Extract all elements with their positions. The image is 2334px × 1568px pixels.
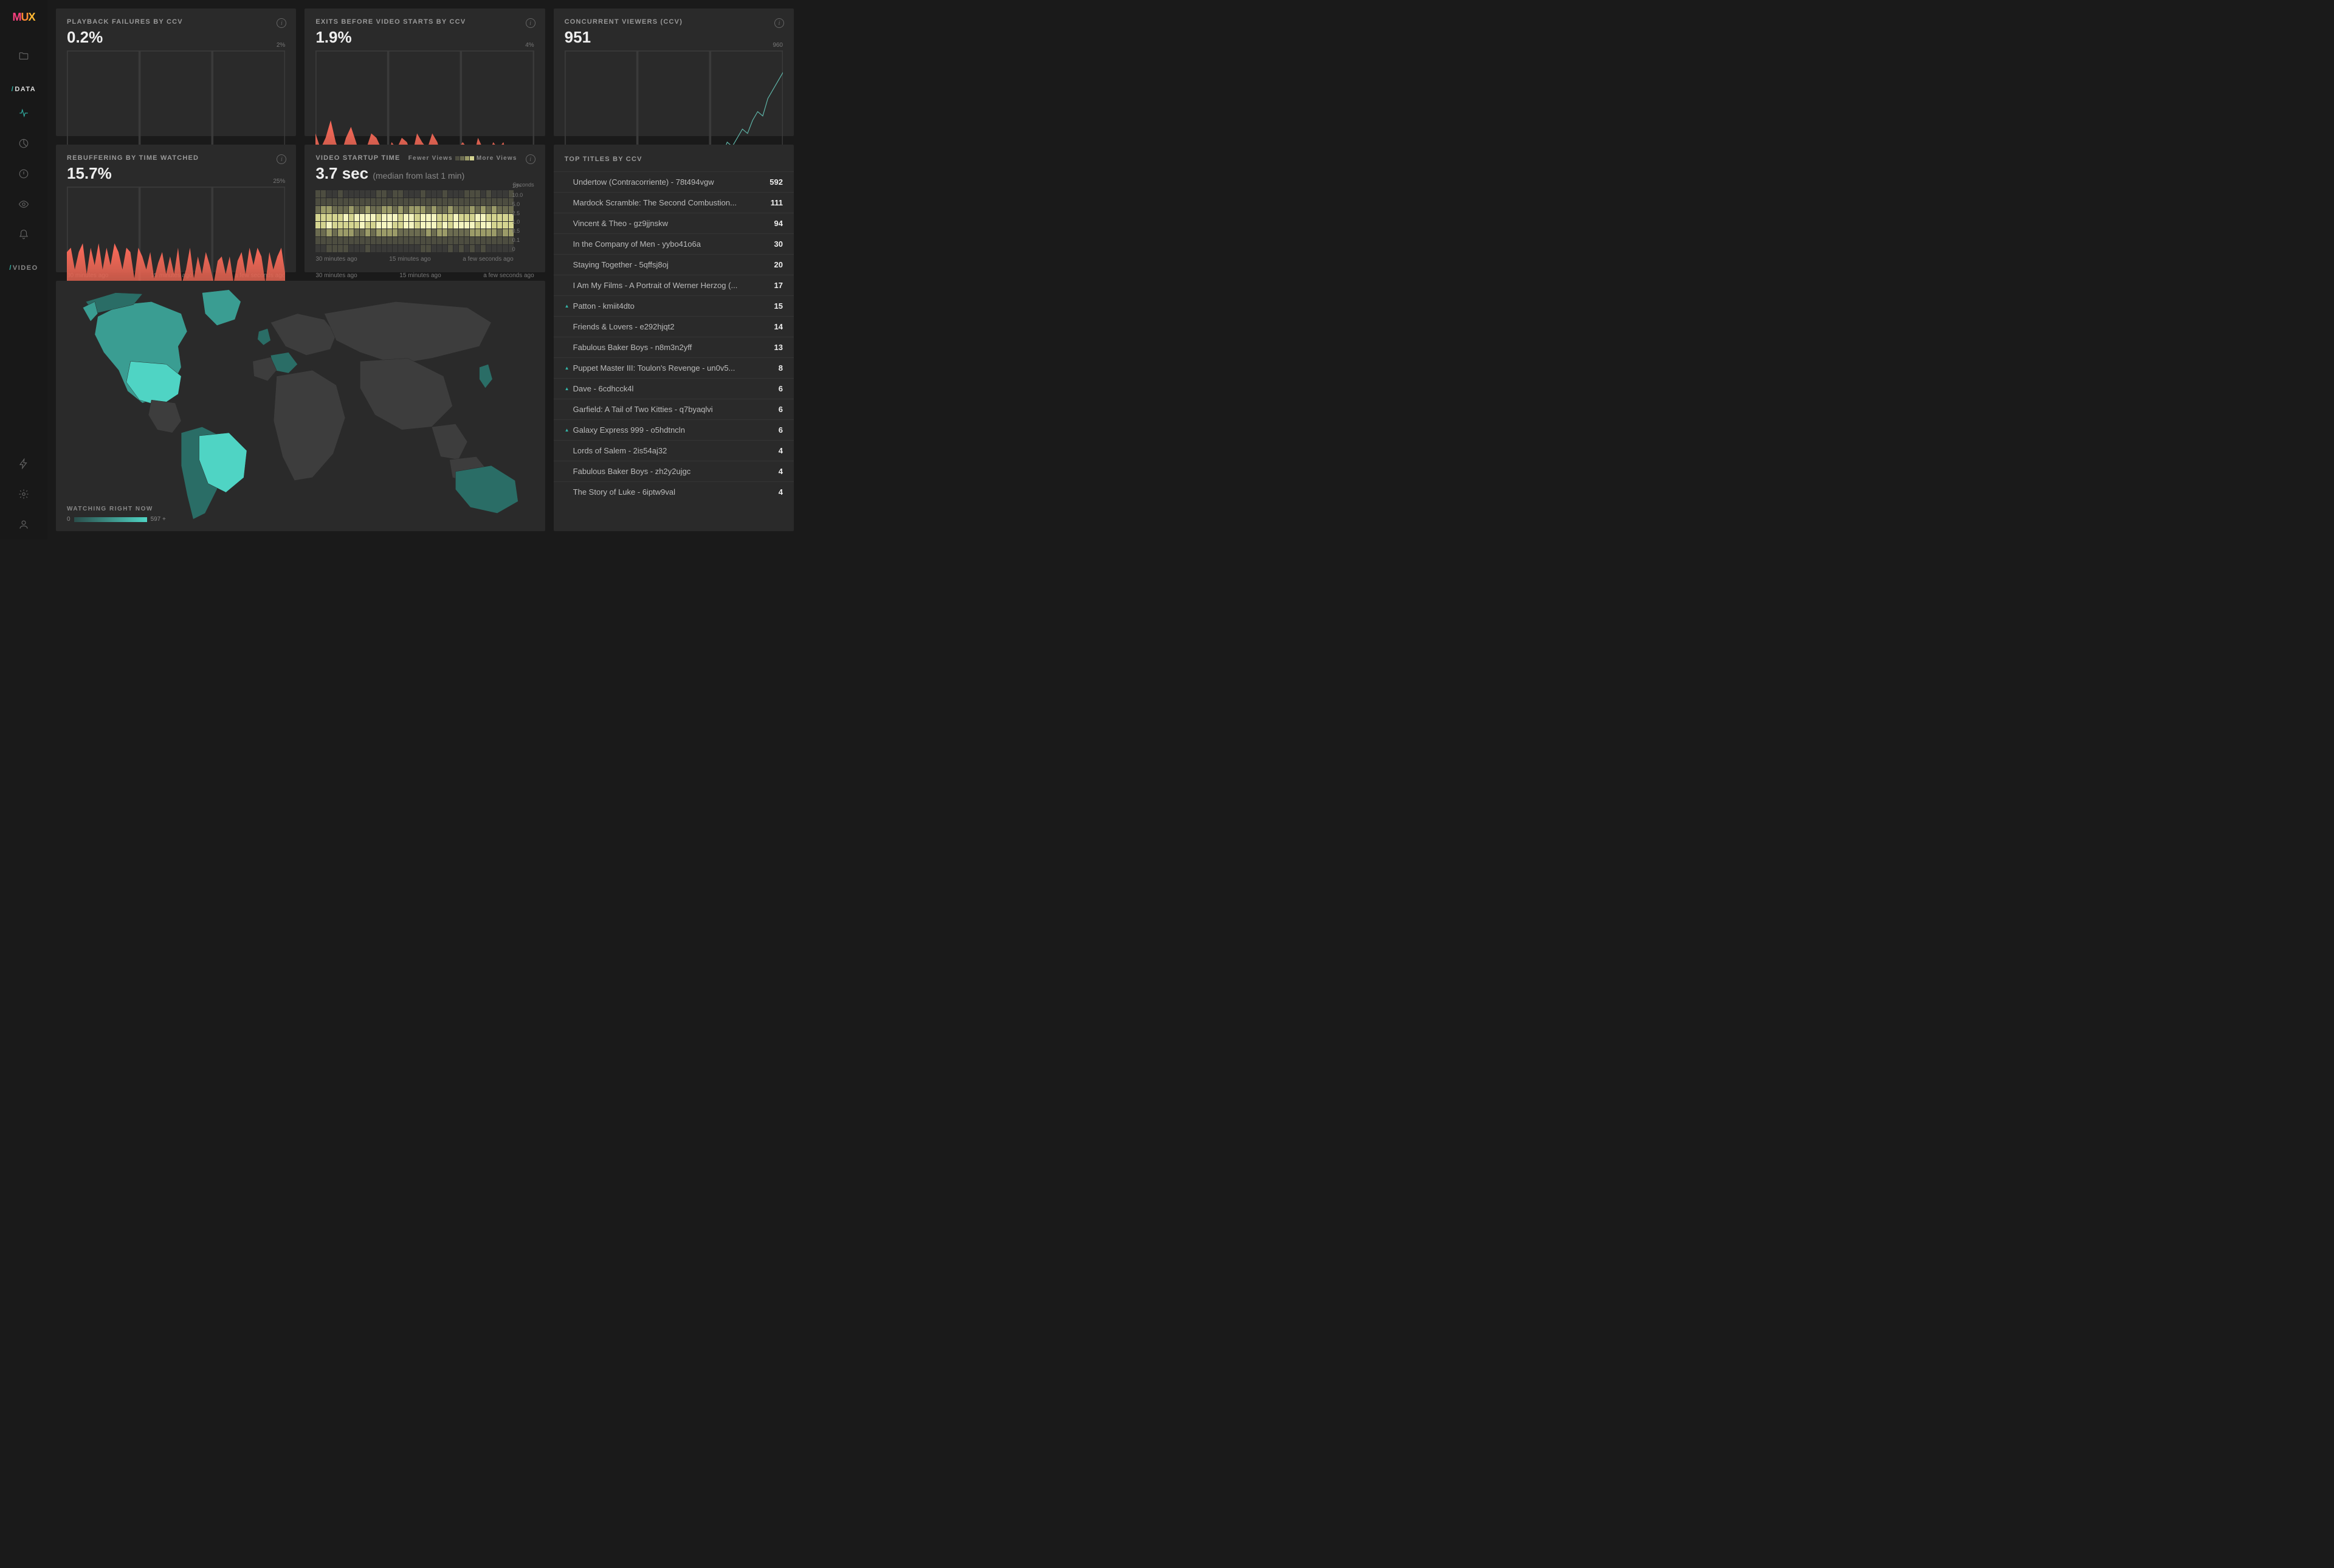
panel-title: PLAYBACK FAILURES BY CCV — [67, 18, 285, 26]
main-grid: i PLAYBACK FAILURES BY CCV 0.2% 2% 30 mi… — [47, 0, 802, 540]
title-count: 4 — [759, 487, 783, 497]
title-count: 15 — [759, 301, 783, 311]
folder-icon[interactable] — [0, 41, 47, 71]
info-icon[interactable]: i — [277, 18, 286, 28]
panel-value: 15.7% — [67, 164, 285, 183]
title-count: 111 — [759, 198, 783, 207]
panel-title: CONCURRENT VIEWERS (CCV) — [565, 18, 783, 26]
sidebar: MUX /DATA /VIDEO — [0, 0, 47, 540]
title-count: 30 — [759, 239, 783, 249]
heatmap — [315, 190, 513, 252]
title-name: Fabulous Baker Boys - zh2y2ujgc — [573, 467, 759, 476]
logo[interactable]: MUX — [12, 11, 35, 24]
y-max-label: 2% — [277, 42, 285, 49]
title-name: In the Company of Men - yybo41o6a — [573, 239, 759, 249]
panel-playback-failures[interactable]: i PLAYBACK FAILURES BY CCV 0.2% 2% 30 mi… — [56, 9, 296, 136]
info-icon[interactable]: i — [774, 18, 784, 28]
info-icon[interactable]: i — [526, 154, 535, 164]
title-count: 17 — [759, 281, 783, 290]
title-count: 6 — [759, 384, 783, 393]
title-row[interactable]: The Story of Luke - 6iptw9val 4 — [554, 481, 794, 502]
gear-icon[interactable] — [0, 479, 47, 509]
title-name: Undertow (Contracorriente) - 78t494vgw — [573, 177, 759, 187]
panel-title: TOP TITLES BY CCV — [554, 156, 794, 169]
title-row[interactable]: Fabulous Baker Boys - n8m3n2yff 13 — [554, 337, 794, 357]
title-name: I Am My Films - A Portrait of Werner Her… — [573, 281, 759, 290]
title-name: Dave - 6cdhcck4l — [573, 384, 759, 393]
title-row[interactable]: Undertow (Contracorriente) - 78t494vgw 5… — [554, 171, 794, 192]
heatmap-legend: Fewer Views More Views — [408, 155, 517, 162]
title-row[interactable]: Garfield: A Tail of Two Kitties - q7byaq… — [554, 399, 794, 419]
title-row[interactable]: ▲ Puppet Master III: Toulon's Revenge - … — [554, 357, 794, 378]
info-icon[interactable]: i — [526, 18, 535, 28]
title-row[interactable]: In the Company of Men - yybo41o6a 30 — [554, 233, 794, 254]
title-name: Patton - kmiit4dto — [573, 301, 759, 311]
user-icon[interactable] — [0, 509, 47, 540]
pulse-icon[interactable] — [0, 98, 47, 128]
sidebar-section-video[interactable]: /VIDEO — [0, 250, 47, 277]
title-count: 6 — [759, 405, 783, 414]
title-name: Friends & Lovers - e292hjqt2 — [573, 322, 759, 331]
title-row[interactable]: ▲ Dave - 6cdhcck4l 6 — [554, 378, 794, 399]
title-row[interactable]: Staying Together - 5qffsj8oj 20 — [554, 254, 794, 275]
title-count: 592 — [759, 177, 783, 187]
titles-list: Undertow (Contracorriente) - 78t494vgw 5… — [554, 171, 794, 502]
title-name: Galaxy Express 999 - o5hdtncln — [573, 425, 759, 435]
panel-title: REBUFFERING BY TIME WATCHED — [67, 154, 285, 162]
y-max-label: 25% — [273, 178, 285, 185]
title-name: Mardock Scramble: The Second Combustion.… — [573, 198, 759, 207]
title-name: The Story of Luke - 6iptw9val — [573, 487, 759, 497]
title-row[interactable]: Lords of Salem - 2is54aj32 4 — [554, 440, 794, 461]
title-row[interactable]: I Am My Films - A Portrait of Werner Her… — [554, 275, 794, 295]
world-map — [56, 281, 545, 531]
heatmap-y-labels: 10+10.05.02.51.00.50.10 — [512, 183, 537, 252]
x-axis-labels: 30 minutes ago15 minutes agoa few second… — [315, 256, 534, 263]
panel-exits-before-start[interactable]: i EXITS BEFORE VIDEO STARTS BY CCV 1.9% … — [305, 9, 545, 136]
y-max-label: 960 — [773, 42, 783, 49]
map-legend: WATCHING RIGHT NOW 0 597 + — [67, 506, 166, 523]
info-icon[interactable]: i — [277, 154, 286, 164]
x-axis-labels: 30 minutes ago15 minutes agoa few second… — [315, 272, 534, 279]
title-name: Puppet Master III: Toulon's Revenge - un… — [573, 363, 759, 373]
panel-value: 3.7 sec (median from last 1 min) — [315, 164, 534, 183]
bell-icon[interactable] — [0, 219, 47, 250]
y-max-label: 4% — [525, 42, 534, 49]
panel-value: 1.9% — [315, 28, 534, 47]
panel-top-titles: TOP TITLES BY CCV Undertow (Contracorrie… — [554, 145, 794, 531]
title-count: 4 — [759, 467, 783, 476]
title-name: Vincent & Theo - gz9jjnskw — [573, 219, 759, 228]
title-row[interactable]: Vincent & Theo - gz9jjnskw 94 — [554, 213, 794, 233]
title-count: 13 — [759, 343, 783, 352]
title-count: 14 — [759, 322, 783, 331]
panel-startup-time[interactable]: i VIDEO STARTUP TIME Fewer Views More Vi… — [305, 145, 545, 272]
pie-chart-icon[interactable] — [0, 128, 47, 159]
panel-rebuffering[interactable]: i REBUFFERING BY TIME WATCHED 15.7% 25% … — [56, 145, 296, 272]
title-row[interactable]: Friends & Lovers - e292hjqt2 14 — [554, 316, 794, 337]
title-count: 6 — [759, 425, 783, 435]
title-row[interactable]: Fabulous Baker Boys - zh2y2ujgc 4 — [554, 461, 794, 481]
title-name: Fabulous Baker Boys - n8m3n2yff — [573, 343, 759, 352]
sidebar-section-data[interactable]: /DATA — [0, 71, 47, 98]
title-row[interactable]: ▲ Galaxy Express 999 - o5hdtncln 6 — [554, 419, 794, 440]
panel-title: VIDEO STARTUP TIME Fewer Views More View… — [315, 154, 534, 162]
title-count: 8 — [759, 363, 783, 373]
title-name: Garfield: A Tail of Two Kitties - q7byaq… — [573, 405, 759, 414]
panel-value: 951 — [565, 28, 783, 47]
title-count: 4 — [759, 446, 783, 455]
panel-ccv[interactable]: i CONCURRENT VIEWERS (CCV) 951 960 30 mi… — [554, 9, 794, 136]
panel-title: EXITS BEFORE VIDEO STARTS BY CCV — [315, 18, 534, 26]
panel-value: 0.2% — [67, 28, 285, 47]
title-name: Lords of Salem - 2is54aj32 — [573, 446, 759, 455]
heatmap-y-title: Seconds — [513, 182, 534, 188]
title-row[interactable]: ▲ Patton - kmiit4dto 15 — [554, 295, 794, 316]
title-row[interactable]: Mardock Scramble: The Second Combustion.… — [554, 192, 794, 213]
title-count: 20 — [759, 260, 783, 269]
title-name: Staying Together - 5qffsj8oj — [573, 260, 759, 269]
panel-world-map[interactable]: WATCHING RIGHT NOW 0 597 + — [56, 281, 545, 531]
title-count: 94 — [759, 219, 783, 228]
eye-icon[interactable] — [0, 189, 47, 219]
lightning-icon[interactable] — [0, 449, 47, 479]
alert-circle-icon[interactable] — [0, 159, 47, 189]
